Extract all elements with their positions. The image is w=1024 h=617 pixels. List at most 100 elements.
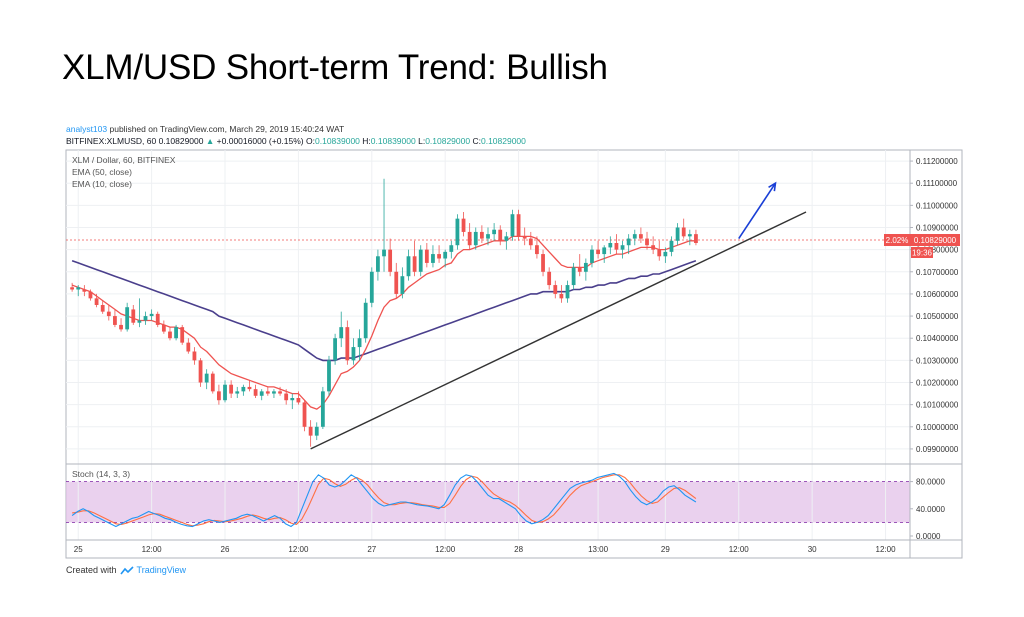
- bull-candle: [571, 262, 576, 290]
- price-value-box: [910, 234, 960, 246]
- candle-body: [406, 256, 411, 277]
- bear-candle: [106, 305, 111, 321]
- candle-body: [577, 267, 582, 272]
- change-arrow-icon: ▲: [205, 136, 215, 146]
- time-tick-label: 12:00: [142, 545, 163, 554]
- instrument-label: XLM / Dollar, 60, BITFINEX: [72, 155, 176, 165]
- candle-body: [632, 234, 637, 239]
- bear-candle: [388, 238, 393, 277]
- bull-candle: [357, 329, 362, 361]
- time-tick-label: 30: [808, 545, 817, 554]
- bear-candle: [559, 285, 564, 303]
- candle-body: [345, 327, 350, 361]
- candle-body: [155, 313, 160, 325]
- candle-body: [651, 245, 656, 250]
- footer: Created with TradingView: [66, 565, 186, 575]
- candle-body: [455, 218, 460, 246]
- candle-body: [657, 249, 662, 257]
- bull-candle: [363, 298, 368, 343]
- stoch-tick-label: 0.0000: [916, 532, 941, 541]
- candle-body: [412, 256, 417, 272]
- candle-body: [333, 338, 337, 361]
- bull-candle: [290, 393, 295, 410]
- bull-candle: [449, 240, 454, 259]
- candle-body: [583, 262, 588, 272]
- candle-body: [290, 398, 295, 401]
- time-scale[interactable]: 25 12:00 26 12:00 27 12:00 28 13:00 29 12:00 30 12:…: [74, 545, 896, 554]
- candle-body: [675, 227, 680, 241]
- candle-body: [247, 386, 252, 390]
- ohlc-line: BITFINEX:XLMUSD, 60 0.10829000 ▲ +0.0001…: [66, 135, 526, 147]
- arrow-head-icon: [768, 181, 777, 192]
- countdown-box: [911, 247, 933, 258]
- bear-candle: [535, 236, 539, 259]
- tradingview-brand[interactable]: TradingView: [136, 565, 187, 575]
- candle-body: [639, 234, 643, 239]
- bull-candle: [76, 285, 81, 297]
- candle-body: [522, 236, 527, 239]
- candle-body: [284, 393, 289, 401]
- bull-candle: [382, 178, 386, 272]
- candle-body: [100, 305, 105, 312]
- candle-body: [479, 231, 484, 239]
- bear-candle: [498, 225, 503, 246]
- bear-candle: [345, 320, 350, 365]
- bull-candle: [687, 229, 692, 246]
- low-label: L:: [418, 136, 426, 146]
- candle-body: [486, 234, 490, 239]
- candle-body: [565, 285, 570, 299]
- bull-candle: [443, 249, 448, 268]
- price-tick-label: 0.10900000: [916, 224, 959, 233]
- time-grid: [77, 150, 887, 540]
- ema50-path: [71, 259, 697, 362]
- candle-body: [596, 249, 600, 255]
- candle-body: [327, 360, 331, 392]
- bull-candle: [143, 311, 148, 325]
- bull-candle: [504, 231, 509, 250]
- bull-candle: [369, 267, 374, 308]
- bear-candle: [528, 231, 533, 250]
- bear-candle: [461, 212, 466, 237]
- candle-body: [376, 256, 380, 272]
- author-link[interactable]: analyst103: [66, 124, 108, 134]
- candle-body: [235, 391, 240, 394]
- candle-body: [229, 384, 234, 394]
- candle-body: [669, 240, 674, 252]
- candle-body: [106, 311, 111, 317]
- projection-arrow: [738, 182, 777, 240]
- candle-body: [180, 327, 185, 343]
- bear-candle: [394, 262, 399, 299]
- price-tick-label: 0.11200000: [916, 157, 958, 166]
- bull-candle: [486, 227, 490, 246]
- price-tag: 2.02% 0.10829000 19:36: [884, 234, 960, 258]
- bear-candle: [210, 371, 215, 394]
- candle-body: [94, 298, 99, 305]
- high-label: H:: [362, 136, 371, 146]
- stoch-scale[interactable]: 80.0000 40.0000 0.0000: [910, 478, 945, 541]
- bear-candle: [70, 282, 75, 292]
- candle-body: [253, 389, 258, 396]
- candle-body: [186, 342, 191, 352]
- bull-candle: [669, 236, 674, 257]
- bull-candle: [675, 223, 680, 246]
- bull-candle: [663, 247, 668, 263]
- candle-body: [394, 271, 399, 294]
- candle-body: [320, 391, 325, 427]
- tradingview-logo-icon: [119, 565, 134, 574]
- price-scale[interactable]: 0.11200000 0.11100000 0.11000000 0.10900000…: [910, 157, 959, 454]
- bear-candle: [94, 293, 99, 308]
- price-tick-label: 0.10600000: [916, 290, 959, 299]
- bear-candle: [155, 311, 160, 328]
- candle-body: [449, 245, 454, 252]
- candle-body: [602, 247, 607, 255]
- bear-candle: [694, 229, 698, 246]
- candle-body: [76, 287, 81, 290]
- candle-body: [198, 360, 203, 383]
- candle-body: [681, 227, 686, 237]
- candle-body: [272, 391, 276, 394]
- publish-info: published on TradingView.com, March 29, …: [109, 124, 345, 134]
- candle-body: [528, 238, 533, 246]
- bull-candle: [235, 386, 240, 398]
- bear-candle: [82, 285, 87, 297]
